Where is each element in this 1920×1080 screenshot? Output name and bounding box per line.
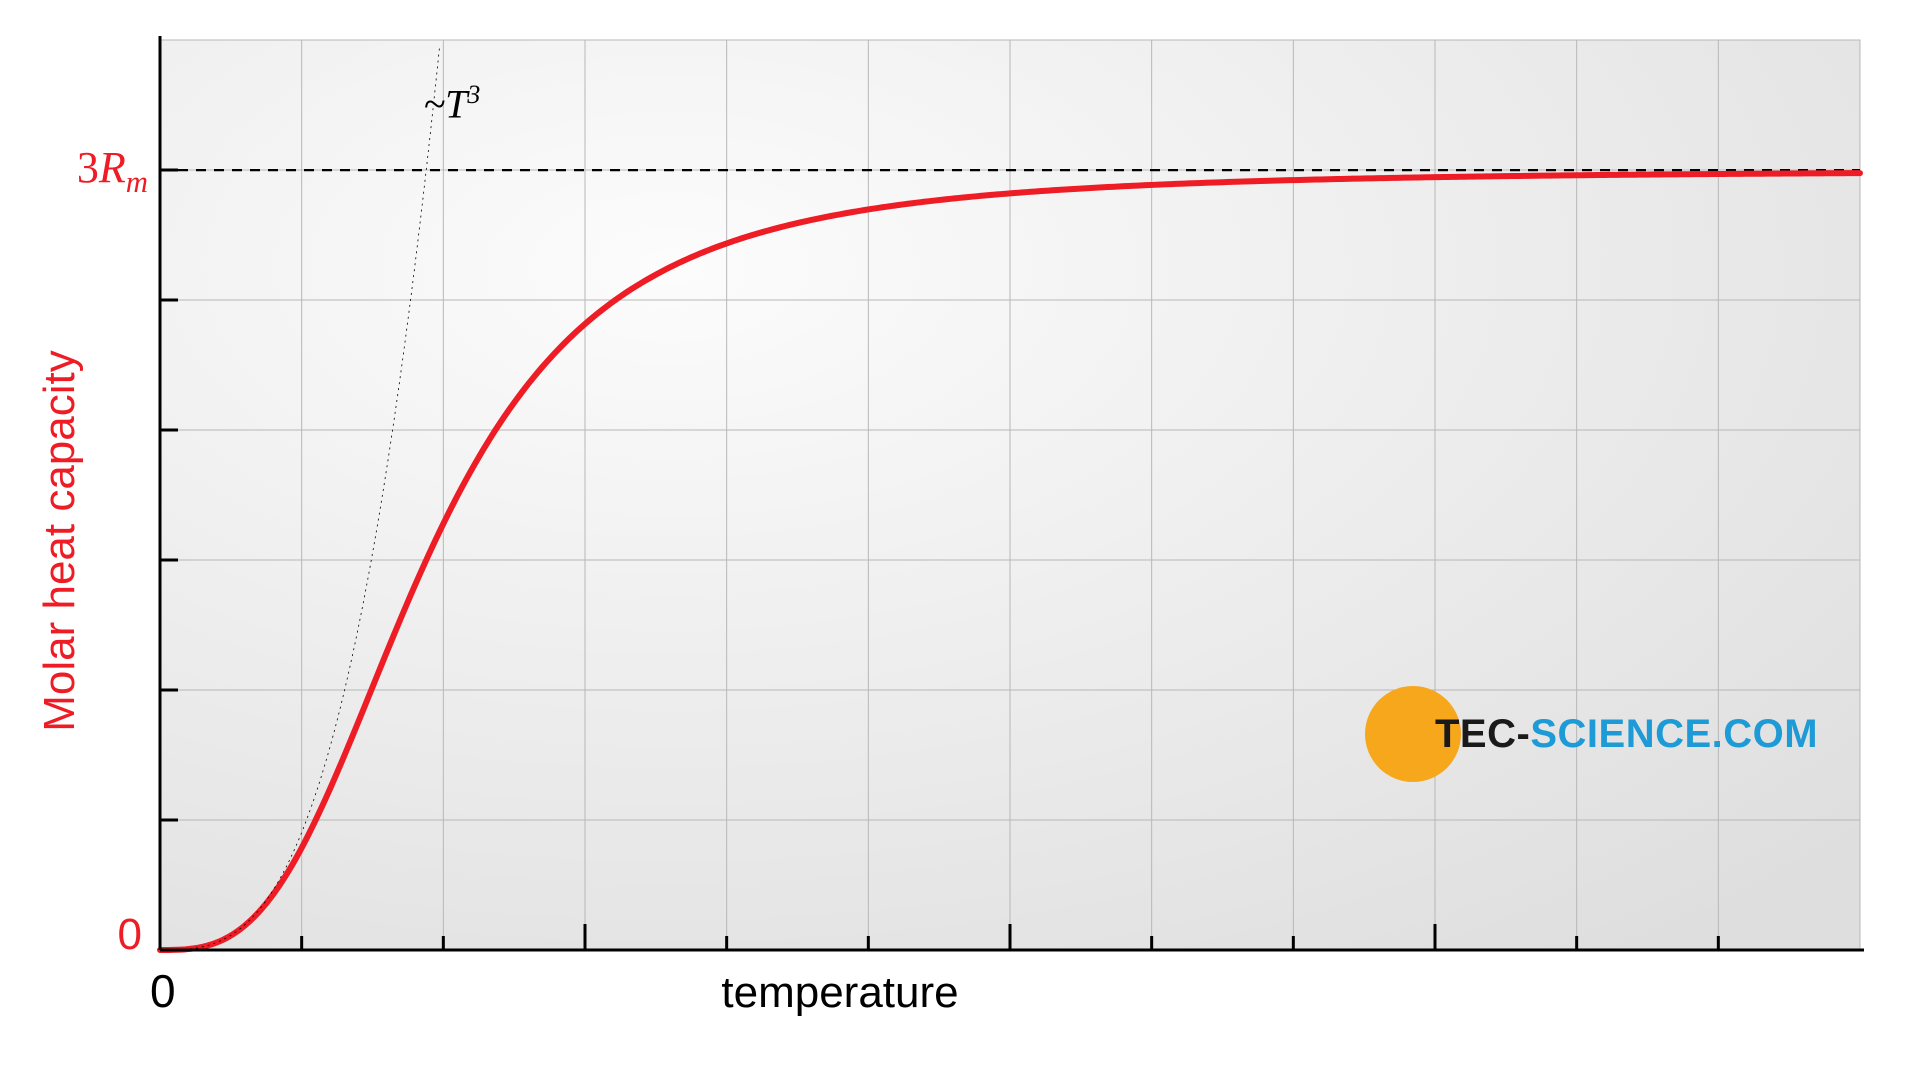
y-tick-zero-label: 0 [118,910,142,960]
y-axis-label: Molar heat capacity [35,350,85,732]
t-cubed-annotation: ~T3 [424,80,481,127]
y-tick-3Rm-label: 3Rm [77,142,148,200]
tec-science-logo: TEC-SCIENCE.COM [1365,686,1818,782]
origin-label: 0 [150,964,176,1018]
plot-svg [0,0,1920,1080]
x-axis-label: temperature [721,968,958,1018]
debye-heat-capacity-chart: Molar heat capacity temperature 0 3Rm 0 … [0,0,1920,1080]
logo-text: TEC-SCIENCE.COM [1435,712,1818,757]
